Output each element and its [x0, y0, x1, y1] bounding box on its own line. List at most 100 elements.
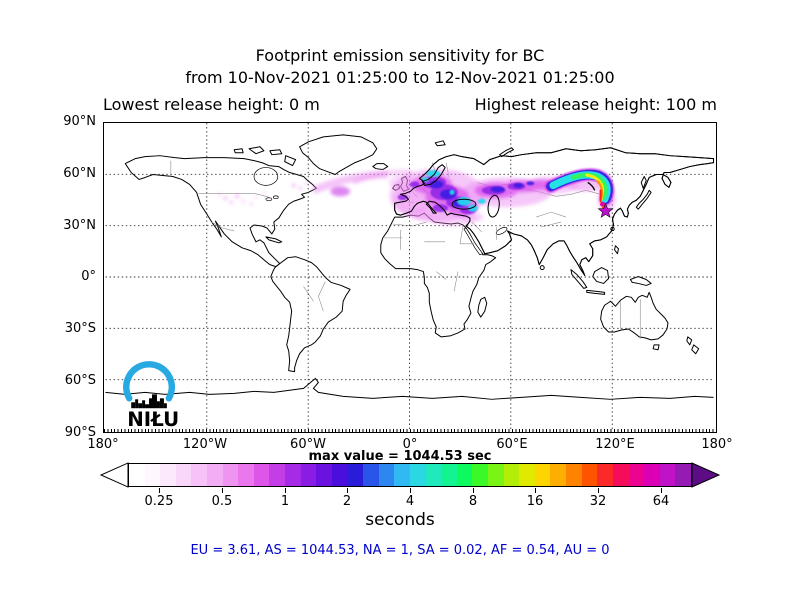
- iceland: [372, 163, 389, 171]
- colorbar-segment: [597, 464, 613, 486]
- antarctica-coastline: [105, 377, 714, 400]
- colorbar-segment: [191, 464, 208, 486]
- colorbar-segment: [409, 464, 426, 486]
- novaya-zemlya: [499, 147, 514, 158]
- bottom-minor-ticks: [104, 429, 716, 432]
- colorbar-segment: [488, 464, 504, 486]
- svalbard: [434, 140, 446, 147]
- graticule: [105, 123, 714, 431]
- x-tick-180E: 180°: [701, 437, 733, 452]
- x-tick-120E: 120°E: [595, 437, 635, 452]
- colorbar-tick: [535, 488, 536, 493]
- world-map-svg: NIŁU: [105, 123, 715, 431]
- colorbar-segment: [628, 464, 645, 486]
- colorbar-segment: [253, 464, 270, 486]
- lake-baikal: [587, 181, 596, 191]
- indonesia-sumatra: [570, 269, 588, 289]
- colorbar-segment: [175, 464, 192, 486]
- colorbar-segment: [441, 464, 457, 486]
- y-tick-90N: 90°N: [63, 114, 96, 129]
- red-sea: [463, 227, 484, 256]
- tasmania: [652, 344, 660, 351]
- indonesia-java: [586, 289, 606, 295]
- y-tick-90S: 90°S: [64, 425, 96, 440]
- continents: [124, 134, 715, 373]
- sri-lanka: [539, 265, 545, 271]
- colorbar-segment: [503, 464, 520, 486]
- x-tick-60W: 60°W: [290, 437, 326, 452]
- great-lakes: [265, 197, 273, 202]
- south-america: [270, 256, 351, 373]
- nilu-arc-icon: [123, 361, 176, 402]
- world-map-panel: NIŁU: [103, 122, 717, 433]
- cuba: [265, 236, 283, 244]
- colorbar-tick-label-2: 2: [342, 494, 352, 509]
- colorbar-segment: [378, 464, 395, 486]
- colorbar-segment: [207, 464, 223, 486]
- colorbar-segment: [675, 464, 691, 486]
- region-sensitivity-footer: EU = 3.61, AS = 1044.53, NA = 1, SA = 0.…: [190, 543, 610, 558]
- colorbar-tick-label-1: 1: [280, 494, 290, 509]
- y-tick-30S: 30°S: [64, 321, 96, 336]
- australia: [600, 291, 669, 341]
- max-value-label: max value = 1044.53 sec: [308, 449, 492, 464]
- title-line-1: Footprint emission sensitivity for BC: [255, 46, 545, 65]
- colorbar-segment: [129, 464, 145, 486]
- colorbar-tick-label-32: 32: [589, 494, 607, 509]
- colorbar-tick: [661, 488, 662, 493]
- x-tick-180W: 180°: [87, 437, 119, 452]
- y-tick-60N: 60°N: [63, 166, 96, 181]
- colorbar-segment: [534, 464, 551, 486]
- new-zealand: [686, 336, 700, 355]
- borneo: [592, 267, 610, 284]
- colorbar-tick: [159, 488, 160, 493]
- colorbar-segment: [363, 464, 379, 486]
- lowest-release-height-label: Lowest release height: 0 m: [103, 95, 320, 114]
- greenland: [299, 134, 378, 175]
- colorbar-segments: [128, 463, 692, 487]
- new-guinea: [629, 276, 652, 286]
- colorbar-segment: [644, 464, 660, 486]
- colorbar-tick: [285, 488, 286, 493]
- colorbar-tick: [222, 488, 223, 493]
- colorbar-segment: [566, 464, 582, 486]
- colorbar-segment: [519, 464, 535, 486]
- x-tick-0: 0°: [402, 437, 418, 452]
- release-height-row: Lowest release height: 0 m Highest relea…: [103, 95, 717, 114]
- colorbar-segment: [550, 464, 567, 486]
- nilu-skyline-icon: [131, 394, 167, 409]
- colorbar-left-arrow: [99, 462, 129, 488]
- colorbar-segment: [456, 464, 473, 486]
- colorbar-segment: [425, 464, 442, 486]
- great-lakes: [272, 195, 279, 200]
- colorbar-segment: [222, 464, 239, 486]
- colorbar-tick-label-0.5: 0.5: [211, 494, 233, 509]
- colorbar-segment: [472, 464, 489, 486]
- japan: [635, 189, 652, 210]
- nilu-logo-text: NIŁU: [127, 408, 179, 431]
- colorbar-tick-label-8: 8: [468, 494, 478, 509]
- colorbar-tick-label-0.25: 0.25: [144, 494, 174, 509]
- colorbar-tick: [410, 488, 411, 493]
- colorbar-segment: [347, 464, 364, 486]
- x-tick-120W: 120°W: [182, 437, 228, 452]
- colorbar-segment: [144, 464, 161, 486]
- colorbar-tick: [598, 488, 599, 493]
- y-tick-0: 0°: [81, 269, 96, 284]
- philippines: [614, 245, 619, 255]
- colorbar-segment: [285, 464, 301, 486]
- hudson-bay: [253, 167, 279, 186]
- colorbar-segment: [659, 464, 676, 486]
- colorbar-segment: [331, 464, 348, 486]
- title-line-2: from 10-Nov-2021 01:25:00 to 12-Nov-2021…: [185, 68, 615, 87]
- colorbar-tick-label-64: 64: [652, 494, 670, 509]
- colorbar-segment: [394, 464, 410, 486]
- colorbar-tick-label-16: 16: [526, 494, 544, 509]
- madagascar: [477, 296, 488, 318]
- plume-hook-band: [544, 168, 615, 209]
- colorbar-segment: [316, 464, 332, 486]
- colorbar-segment: [581, 464, 598, 486]
- colorbar-right-arrow: [691, 462, 721, 488]
- colorbar-segment: [269, 464, 286, 486]
